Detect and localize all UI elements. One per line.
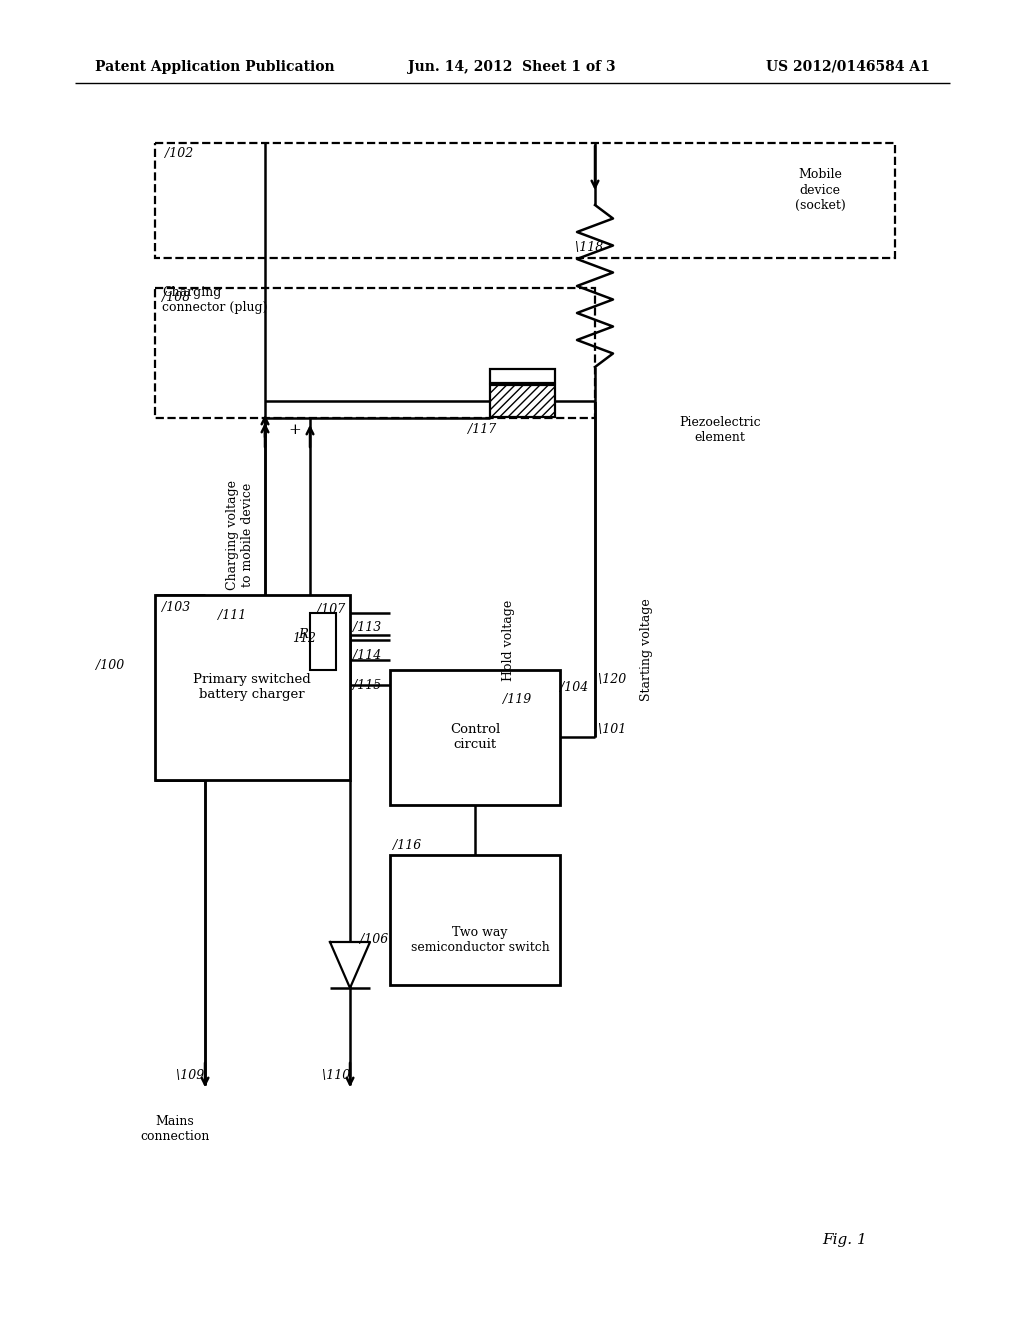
Text: /100: /100 (96, 659, 124, 672)
Text: Starting voltage: Starting voltage (640, 599, 653, 701)
Bar (490, 370, 555, 383)
Text: Charging voltage
to mobile device: Charging voltage to mobile device (226, 480, 254, 590)
Text: /117: /117 (468, 424, 497, 437)
Bar (490, 385, 555, 417)
Text: Two way
semiconductor switch: Two way semiconductor switch (411, 927, 549, 954)
Text: Fig. 1: Fig. 1 (822, 1233, 867, 1247)
Text: Charging
connector (plug): Charging connector (plug) (162, 286, 267, 314)
Text: /111: /111 (218, 609, 246, 622)
Text: Jun. 14, 2012  Sheet 1 of 3: Jun. 14, 2012 Sheet 1 of 3 (409, 59, 615, 74)
Text: Mains
connection: Mains connection (140, 1115, 210, 1143)
Bar (390, 671, 560, 805)
Text: /113: /113 (353, 620, 381, 634)
Text: /106: /106 (360, 933, 388, 946)
Text: \101: \101 (598, 723, 627, 737)
Text: /104: /104 (560, 681, 588, 694)
Text: Mobile
device
(socket): Mobile device (socket) (795, 169, 846, 211)
Text: +: + (289, 422, 301, 437)
Bar (155, 595, 350, 780)
Text: F: F (536, 384, 545, 396)
Text: /119: /119 (503, 693, 531, 706)
Text: \110: \110 (322, 1068, 350, 1081)
Text: /108: /108 (162, 292, 190, 305)
Text: /107: /107 (317, 603, 345, 616)
Text: 112: 112 (292, 631, 316, 644)
Text: Control
circuit: Control circuit (450, 723, 500, 751)
Bar (390, 855, 560, 985)
Bar (310, 612, 336, 671)
Polygon shape (330, 942, 370, 987)
Text: \118: \118 (575, 242, 603, 255)
Bar (155, 288, 595, 418)
Bar (155, 143, 895, 257)
Text: US 2012/0146584 A1: US 2012/0146584 A1 (766, 59, 930, 74)
Text: /116: /116 (393, 838, 421, 851)
Text: /102: /102 (165, 147, 194, 160)
Text: Primary switched
battery charger: Primary switched battery charger (194, 673, 311, 701)
Text: Patent Application Publication: Patent Application Publication (95, 59, 335, 74)
Text: R: R (298, 628, 308, 642)
Text: \120: \120 (598, 673, 627, 686)
Text: /115: /115 (353, 678, 381, 692)
Text: \109: \109 (176, 1068, 204, 1081)
Text: Hold voltage: Hold voltage (502, 599, 515, 681)
Text: /103: /103 (162, 602, 190, 615)
Text: Piezoelectric
element: Piezoelectric element (679, 416, 761, 444)
Text: /114: /114 (353, 649, 381, 663)
